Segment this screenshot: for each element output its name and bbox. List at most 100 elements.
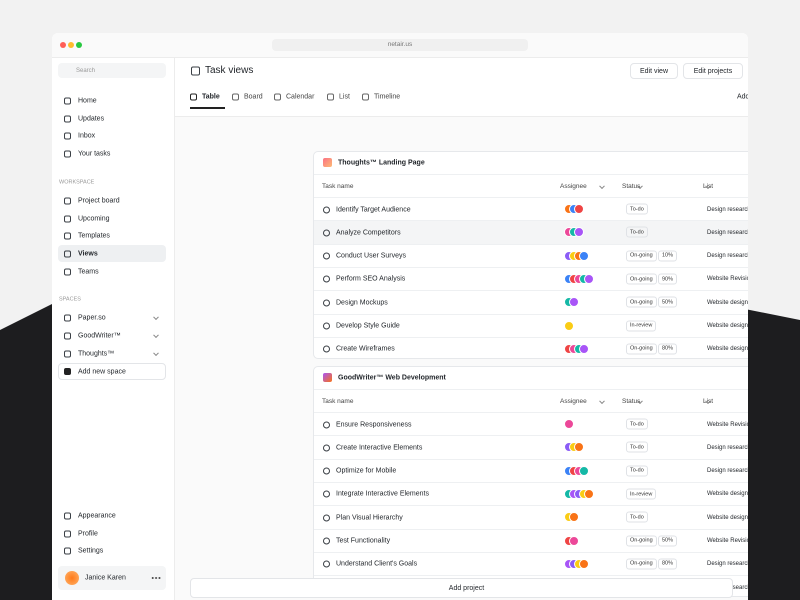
column-title[interactable]: List [703,397,714,405]
task-row[interactable]: Integrate Interactive Elements In-review W… [314,481,748,505]
nav-icon [64,115,71,123]
list-name: Design research [707,561,748,568]
list-name: Design research [707,253,748,260]
task-icon [323,490,330,498]
task-row[interactable]: Test Functionality On-going 50% Website Rev… [314,528,748,552]
column-title[interactable]: Status [622,397,641,405]
task-icon [323,275,330,283]
add-space-label[interactable]: Add new space [78,368,126,376]
progress-pill: 80% [658,343,678,355]
tab-icon [232,93,239,101]
nav-icon [64,314,71,322]
nav-item[interactable]: Your tasks [78,150,111,158]
task-name: Perform SEO Analysis [336,275,406,283]
task-row[interactable]: Understand Client's Goals On-going 80% Desi… [314,551,748,575]
list-name: Design research [707,468,748,475]
task-row[interactable]: Create Interactive Elements To-do Design r… [314,435,748,458]
minimize-button[interactable] [68,42,74,48]
column-title[interactable]: Task name [322,397,354,405]
list-name: Website design [707,491,748,498]
tab[interactable]: Board [244,93,263,101]
task-row[interactable]: Perform SEO Analysis On-going 90% Website R… [314,266,748,290]
add-space-button[interactable] [58,363,166,380]
status-pill: On-going [626,343,657,355]
task-icon [323,421,330,429]
header-button[interactable]: Edit projects [683,63,743,79]
nav-item[interactable]: Inbox [78,132,96,140]
task-name: Create Wireframes [336,345,395,353]
header-button[interactable]: Edit view [630,63,678,79]
page-title: Task views [205,65,254,76]
task-icon [323,444,330,452]
task-name: Conduct User Surveys [336,252,407,260]
workspace-item[interactable]: Views [78,250,98,258]
view-icon [191,66,200,76]
workspace-item[interactable]: Project board [78,197,120,205]
column-title[interactable]: Task name [322,182,354,190]
nav-icon [64,132,71,140]
tab[interactable]: Table [202,93,220,101]
task-name: Plan Visual Hierarchy [336,514,403,522]
column-title[interactable]: List [703,182,714,190]
nav-item[interactable]: Home [78,97,97,105]
expand-chevron [153,332,159,339]
maximize-button[interactable] [76,42,82,48]
task-icon [323,252,330,260]
workspace-item[interactable]: Templates [78,232,110,240]
workspace-item[interactable]: Teams [78,268,99,276]
task-row[interactable]: Identify Target Audience To-do Design rese… [314,197,748,220]
assignee-avatar [574,204,584,215]
task-row[interactable]: Conduct User Surveys On-going 10% Design re… [314,243,748,267]
add-project-button[interactable]: Add project [190,578,733,598]
user-avatar [65,571,79,585]
space-item[interactable]: GoodWriter™ [78,332,121,340]
task-name: Integrate Interactive Elements [336,490,429,498]
assignee-avatar [574,227,584,238]
nav-icon [64,197,71,205]
tab[interactable]: List [339,93,350,101]
progress-pill: 10% [658,250,678,262]
space-item[interactable]: Paper.so [78,314,106,322]
task-row[interactable]: Create Wireframes On-going 80% Website desi… [314,336,748,360]
nav-icon [64,332,71,340]
progress-pill: 90% [658,273,678,285]
search-box[interactable]: Search [58,63,166,78]
column-title[interactable]: Assignee [560,182,587,190]
task-row[interactable]: Plan Visual Hierarchy To-do Website design… [314,505,748,528]
nav-icon [64,215,71,223]
add-view[interactable]: Add new view [737,93,748,101]
tab[interactable]: Timeline [374,93,401,101]
column-title[interactable]: Assignee [560,397,587,405]
settings-item[interactable]: Profile [78,530,98,538]
task-row[interactable]: Develop Style Guide In-review Website desi… [314,313,748,337]
task-name: Test Functionality [336,537,391,545]
task-row[interactable]: Ensure Responsiveness To-do Website Revisi… [314,412,748,435]
task-name: Optimize for Mobile [336,467,397,475]
nav-icon [64,268,71,276]
workspace-item[interactable]: Upcoming [78,215,110,223]
nav-icon [64,530,71,538]
tab-icon [327,93,334,101]
status-pill: On-going [626,558,657,570]
column-title[interactable]: Status [622,182,641,190]
sort-chevron [637,397,643,404]
settings-item[interactable]: Appearance [78,512,116,520]
assignee-avatar [584,274,594,285]
url-bar[interactable]: netair.us [272,39,528,51]
task-name: Create Interactive Elements [336,444,423,452]
assignee-avatar [584,489,594,500]
nav-item[interactable]: Updates [78,115,105,123]
column-header: Task nameAssigneeStatusListDue date [314,389,748,412]
task-icon [323,229,330,237]
space-item[interactable]: Thoughts™ [78,350,115,358]
assignee-avatar [579,250,589,261]
close-button[interactable] [60,42,66,48]
tab[interactable]: Calendar [286,93,315,101]
settings-item[interactable]: Settings [78,547,104,555]
task-icon [323,299,330,307]
nav-icon [64,232,71,240]
